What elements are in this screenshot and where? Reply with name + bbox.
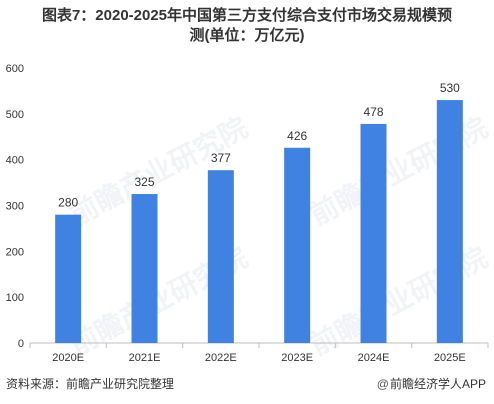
chart-title: 图表7：2020-2025年中国第三方支付综合支付市场交易规模预 测(单位：万亿… [0, 6, 494, 46]
bar [284, 147, 311, 343]
bar-value-label: 530 [440, 81, 460, 95]
bar [207, 170, 234, 343]
bar [360, 123, 387, 344]
y-tick-label: 600 [6, 63, 24, 75]
bar [131, 194, 158, 343]
bar-value-label: 377 [211, 151, 231, 165]
at-sign-icon: @ [376, 377, 389, 391]
y-tick-label: 0 [18, 338, 24, 350]
bar-value-label: 280 [58, 196, 78, 210]
bars: 280 325 377 426 478 530 [55, 81, 463, 344]
y-tick-label: 300 [6, 201, 24, 213]
x-tick-label: 2025E [434, 352, 466, 364]
x-tick-label: 2022E [205, 352, 237, 364]
bar-value-label: 426 [287, 129, 307, 143]
y-axis: 0 100 200 300 400 500 600 [6, 63, 24, 350]
x-tick-label: 2021E [129, 352, 161, 364]
bar-value-label: 325 [134, 175, 154, 189]
x-tick-label: 2023E [281, 352, 313, 364]
x-tick-label: 2020E [52, 352, 84, 364]
y-tick-label: 200 [6, 246, 24, 258]
source-note: 资料来源：前瞻产业研究院整理 [6, 377, 175, 391]
bar [436, 100, 463, 343]
brand-label: 前瞻经济学人APP [389, 377, 486, 391]
y-tick-label: 100 [6, 292, 24, 304]
footer: 资料来源：前瞻产业研究院整理 @前瞻经济学人APP [0, 372, 494, 396]
bar-value-label: 478 [363, 105, 383, 119]
chart-title-line1: 图表7：2020-2025年中国第三方支付综合支付市场交易规模预 [41, 7, 453, 24]
bar-chart: 0 100 200 300 400 500 600 2020E 2021E 2022E 2023E… [6, 63, 489, 364]
y-tick-label: 500 [6, 109, 24, 121]
chart-title-line2: 测(单位：万亿元) [189, 27, 305, 44]
x-axis: 2020E 2021E 2022E 2023E 2024E 2025E [29, 342, 489, 364]
y-tick-label: 400 [6, 155, 24, 167]
x-tick-label: 2024E [358, 352, 390, 364]
bar [55, 214, 82, 343]
brand: @前瞻经济学人APP [377, 375, 486, 392]
